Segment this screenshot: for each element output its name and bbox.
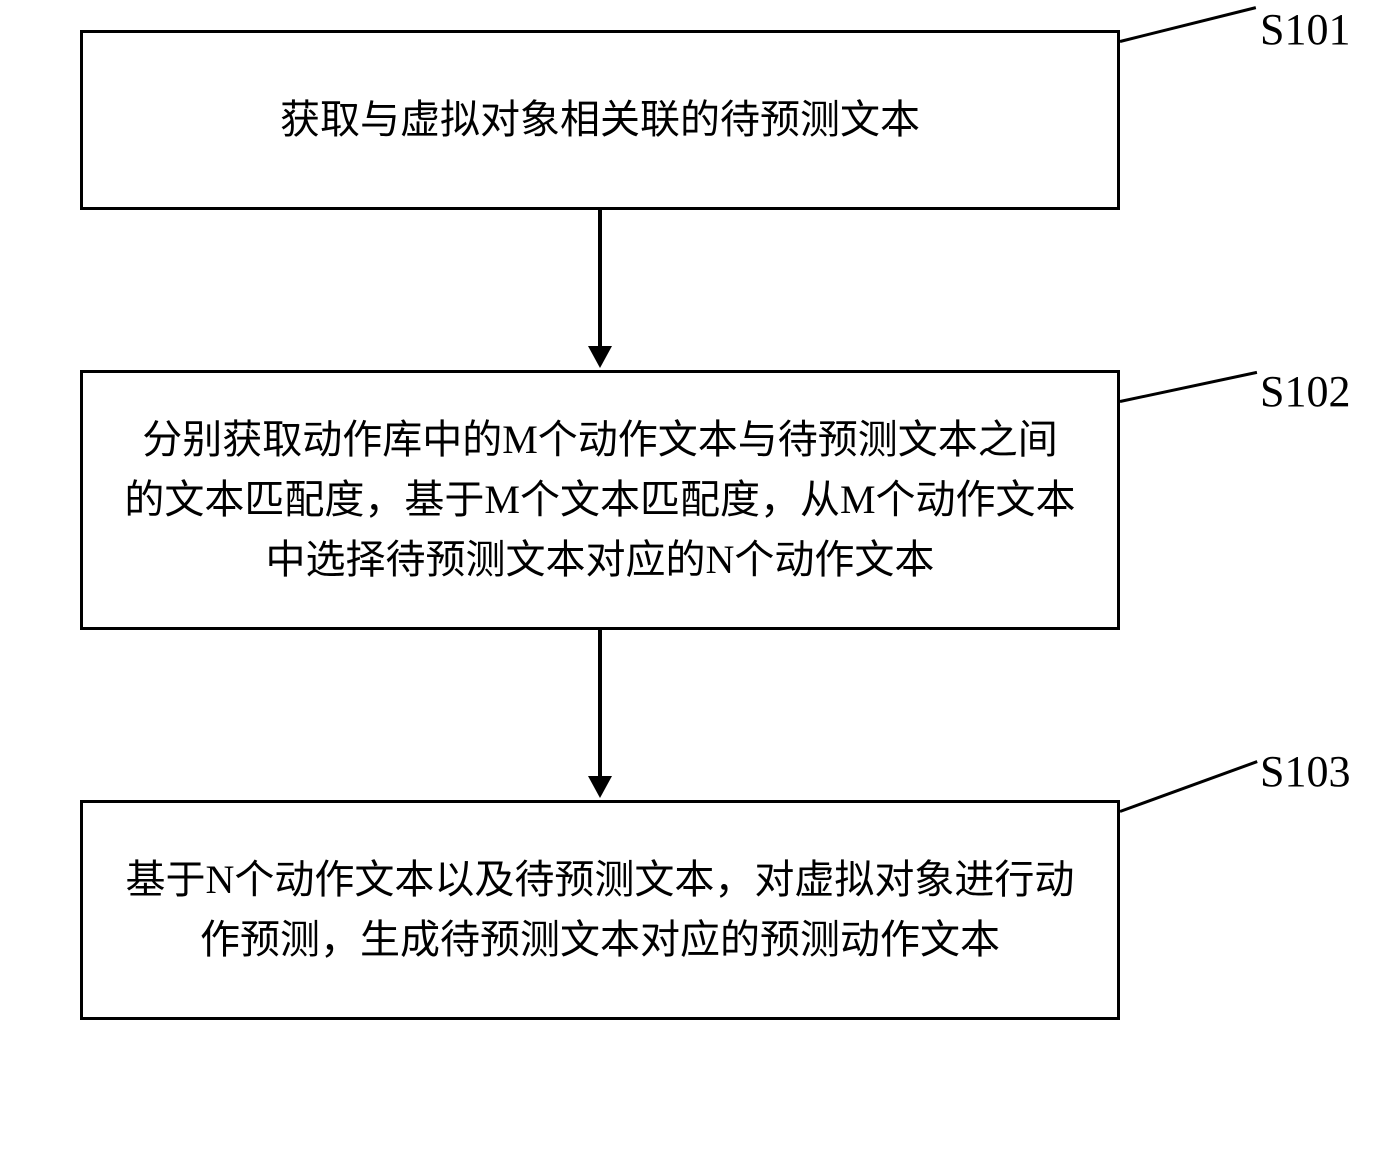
flowchart-box-1: 获取与虚拟对象相关联的待预测文本 bbox=[80, 30, 1120, 210]
arrowhead-2-3 bbox=[588, 776, 612, 798]
flowchart-box-2-text: 分别获取动作库中的M个动作文本与待预测文本之间的文本匹配度，基于M个文本匹配度，… bbox=[123, 410, 1077, 590]
label-line-3 bbox=[1119, 760, 1257, 813]
connector-2-3 bbox=[598, 630, 602, 778]
connector-1-2 bbox=[598, 210, 602, 348]
label-line-1 bbox=[1120, 6, 1257, 43]
flowchart-box-3: 基于N个动作文本以及待预测文本，对虚拟对象进行动作预测，生成待预测文本对应的预测… bbox=[80, 800, 1120, 1020]
flowchart-box-1-text: 获取与虚拟对象相关联的待预测文本 bbox=[280, 90, 920, 150]
label-line-2 bbox=[1120, 371, 1258, 403]
step-label-1: S101 bbox=[1260, 4, 1350, 55]
step-label-3: S103 bbox=[1260, 746, 1350, 797]
flowchart-box-3-text: 基于N个动作文本以及待预测文本，对虚拟对象进行动作预测，生成待预测文本对应的预测… bbox=[123, 850, 1077, 970]
flowchart-container: 获取与虚拟对象相关联的待预测文本 S101 分别获取动作库中的M个动作文本与待预… bbox=[0, 0, 1397, 1155]
arrowhead-1-2 bbox=[588, 346, 612, 368]
flowchart-box-2: 分别获取动作库中的M个动作文本与待预测文本之间的文本匹配度，基于M个文本匹配度，… bbox=[80, 370, 1120, 630]
step-label-2: S102 bbox=[1260, 366, 1350, 417]
